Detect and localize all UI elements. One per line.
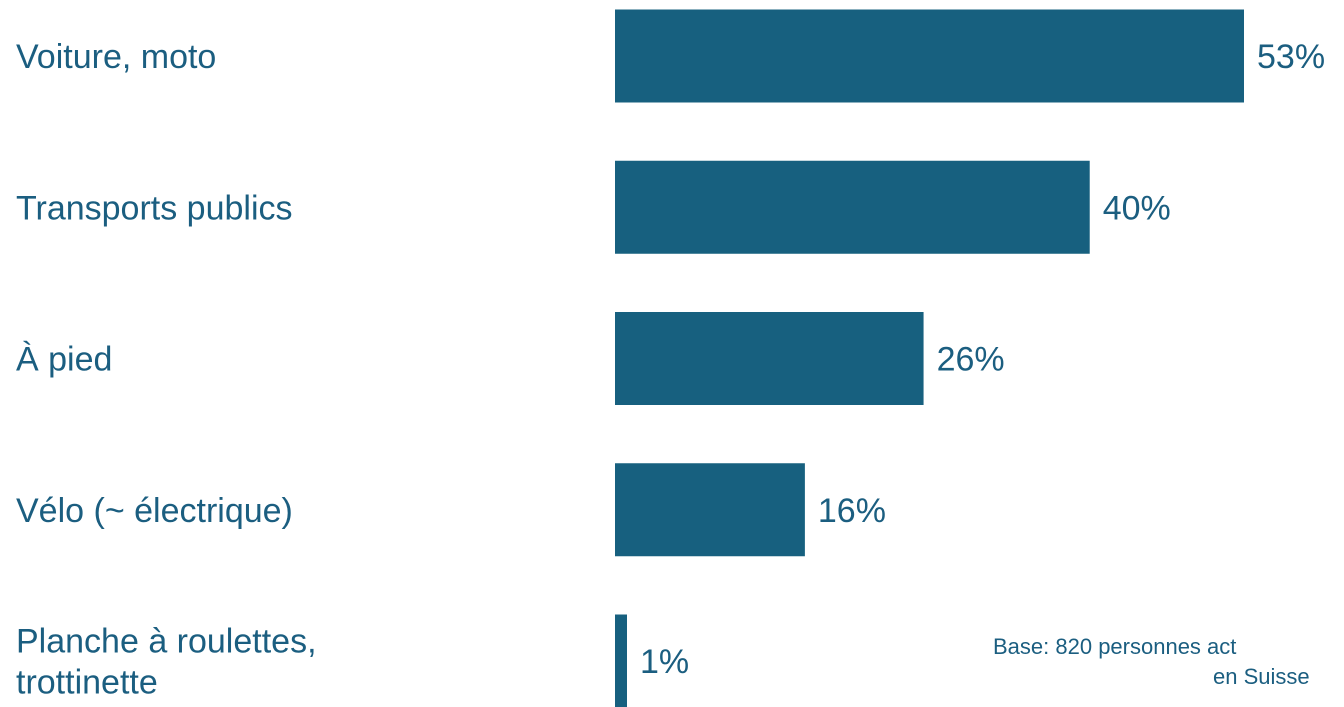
category-label-a-pied: À pied	[16, 341, 112, 379]
value-label-voiture-moto: 53%	[1257, 38, 1325, 76]
category-label-line: À pied	[16, 341, 112, 379]
bar-transports-publics	[615, 160, 1090, 254]
bars-group	[615, 9, 1244, 707]
category-label-line: Voiture, moto	[16, 38, 216, 76]
category-labels-group: Voiture, moto Transports publics À pied Vél…	[16, 38, 317, 702]
category-label-velo-electrique: Vélo (~ électrique)	[16, 492, 293, 530]
category-label-voiture-moto: Voiture, moto	[16, 38, 216, 76]
value-label-planche-a-roulettes-trottinette: 1%	[640, 643, 689, 681]
category-label-line: Planche à roulettes,	[16, 623, 317, 661]
category-label-line: Vélo (~ électrique)	[16, 492, 293, 530]
bar-a-pied	[615, 312, 924, 405]
value-labels-group: 53% 40% 26% 16% 1%	[640, 38, 1325, 681]
bar-voiture-moto	[615, 9, 1244, 103]
category-label-line: trottinette	[16, 664, 158, 702]
base-note-line-1: Base: 820 personnes act	[993, 634, 1237, 659]
category-label-line: Transports publics	[16, 189, 293, 227]
base-note-line-2: en Suisse	[1213, 664, 1310, 689]
bar-planche-a-roulettes-trottinette	[615, 614, 627, 707]
base-note: Base: 820 personnes act en Suisse	[900, 628, 1344, 698]
value-label-velo-electrique: 16%	[818, 492, 886, 530]
bar-velo-electrique	[615, 463, 805, 557]
category-label-planche-a-roulettes-trottinette: Planche à roulettes, trottinette	[16, 623, 317, 702]
value-label-a-pied: 26%	[937, 341, 1005, 379]
value-label-transports-publics: 40%	[1103, 189, 1171, 227]
category-label-transports-publics: Transports publics	[16, 189, 293, 227]
